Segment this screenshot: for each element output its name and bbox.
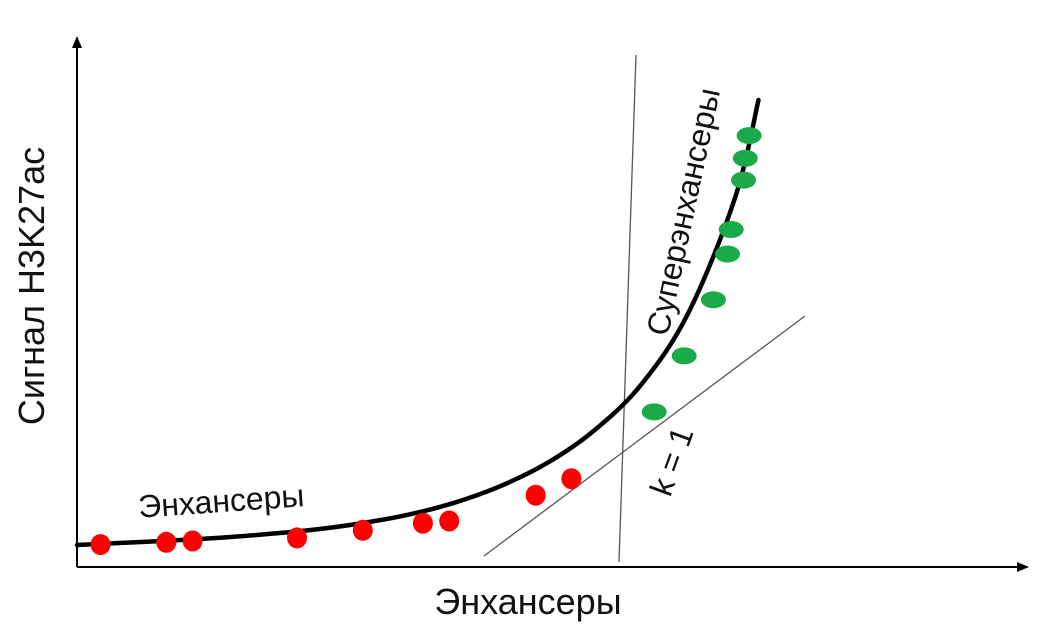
enhancer-point xyxy=(525,484,546,506)
enhancer-point xyxy=(156,531,177,553)
enhancer-points xyxy=(90,468,582,556)
ranking-curve xyxy=(74,97,761,548)
points-layer xyxy=(90,127,762,556)
super-enhancer-points xyxy=(641,127,762,421)
tangent-line xyxy=(483,315,806,557)
enhancer-point xyxy=(287,527,307,549)
super-enhancer-point xyxy=(732,149,758,167)
y-axis-label: Сигнал H3K27ac xyxy=(11,147,52,425)
super-enhancer-point xyxy=(715,245,740,263)
enhancer-point xyxy=(352,519,373,541)
super-enhancer-point xyxy=(718,221,744,238)
super-enhancer-point xyxy=(736,127,762,145)
enhancer-point xyxy=(182,530,203,552)
super-enhancer-point xyxy=(731,171,756,189)
slope-annotation: k = 1 xyxy=(643,422,701,500)
cutoff-line xyxy=(618,54,637,563)
super-enhancer-point xyxy=(700,291,726,309)
enhancers-annotation: Энхансеры xyxy=(137,477,305,525)
enhancer-point xyxy=(90,534,111,556)
enhancer-point xyxy=(412,512,433,534)
enhancer-point xyxy=(561,468,582,490)
super-enhancer-point xyxy=(641,403,667,421)
super-enhancer-point xyxy=(671,347,697,365)
x-axis-label: Энхансеры xyxy=(434,581,621,622)
enhancer-point xyxy=(439,510,460,532)
